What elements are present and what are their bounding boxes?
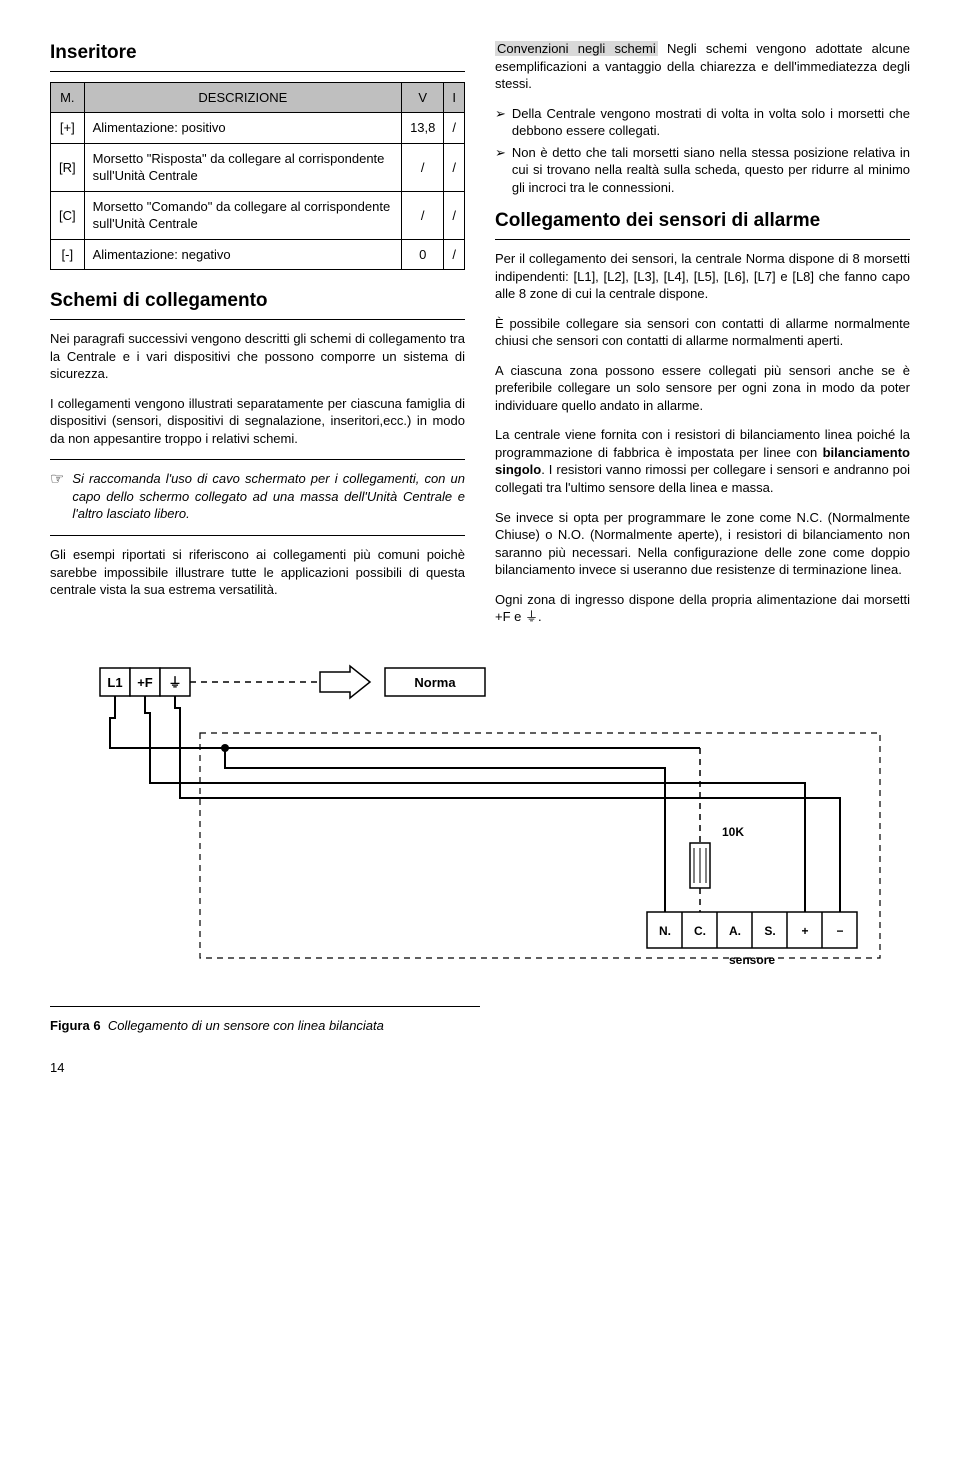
para: Ogni zona di ingresso dispone della prop… bbox=[495, 591, 910, 626]
th-desc: DESCRIZIONE bbox=[84, 82, 401, 113]
th-m: M. bbox=[51, 82, 85, 113]
table-row: [C] Morsetto "Comando" da collegare al c… bbox=[51, 191, 465, 239]
bullet-list: ➢ Della Centrale vengono mostrati di vol… bbox=[495, 105, 910, 197]
wire-l1 bbox=[110, 696, 225, 748]
bullet-item: ➢ Della Centrale vengono mostrati di vol… bbox=[495, 105, 910, 140]
inseritore-table: M. DESCRIZIONE V I [+] Alimentazione: po… bbox=[50, 82, 465, 271]
sensor-n: N. bbox=[659, 924, 671, 938]
sensor-minus: − bbox=[836, 924, 843, 938]
bullet-text: Non è detto che tali morsetti siano nell… bbox=[512, 144, 910, 197]
table-row: [R] Morsetto "Risposta" da collegare al … bbox=[51, 143, 465, 191]
terminal-l1: L1 bbox=[107, 675, 122, 690]
para: A ciascuna zona possono essere collegati… bbox=[495, 362, 910, 415]
cell: [R] bbox=[51, 143, 85, 191]
wire-gnd bbox=[175, 696, 840, 912]
para: I collegamenti vengono illustrati separa… bbox=[50, 395, 465, 448]
cell: Alimentazione: negativo bbox=[84, 239, 401, 270]
sensor-block: N. C. A. S. + − sensore bbox=[647, 912, 857, 967]
cell: [+] bbox=[51, 113, 85, 144]
convenzioni-label: Convenzioni negli schemi bbox=[495, 41, 658, 56]
cell: 0 bbox=[402, 239, 444, 270]
caption-rule bbox=[50, 1006, 480, 1007]
para: La centrale viene fornita con i resistor… bbox=[495, 426, 910, 496]
resistor-label: 10K bbox=[722, 825, 744, 839]
cell: [-] bbox=[51, 239, 85, 270]
para: Nei paragrafi successivi vengono descrit… bbox=[50, 330, 465, 383]
schemi-title: Schemi di collegamento bbox=[50, 288, 465, 320]
note-text: Si raccomanda l'uso di cavo schermato pe… bbox=[72, 470, 465, 523]
wiring-diagram: L1 +F ⏚ Norma 10K bbox=[50, 658, 910, 993]
cell: 13,8 bbox=[402, 113, 444, 144]
para-part: . I resistori vanno rimossi per collegar… bbox=[495, 462, 910, 495]
table-row: [-] Alimentazione: negativo 0 / bbox=[51, 239, 465, 270]
convenzioni-para: Convenzioni negli schemi Negli schemi ve… bbox=[495, 40, 910, 93]
cell: / bbox=[444, 113, 465, 144]
cell: / bbox=[402, 191, 444, 239]
para: È possibile collegare sia sensori con co… bbox=[495, 315, 910, 350]
triangle-icon: ➢ bbox=[495, 144, 506, 197]
collegamento-title: Collegamento dei sensori di allarme bbox=[495, 208, 910, 240]
sensor-s: S. bbox=[764, 924, 775, 938]
norma-label: Norma bbox=[414, 675, 456, 690]
cell: [C] bbox=[51, 191, 85, 239]
inseritore-title: Inseritore bbox=[50, 40, 465, 72]
th-i: I bbox=[444, 82, 465, 113]
para: Gli esempi riportati si riferiscono ai c… bbox=[50, 546, 465, 599]
hand-icon: ☞ bbox=[50, 470, 64, 523]
para: Per il collegamento dei sensori, la cent… bbox=[495, 250, 910, 303]
wiring-svg: L1 +F ⏚ Norma 10K bbox=[50, 658, 910, 988]
note: ☞ Si raccomanda l'uso di cavo schermato … bbox=[50, 470, 465, 523]
sensor-a: A. bbox=[729, 924, 741, 938]
sensor-c: C. bbox=[694, 924, 706, 938]
divider bbox=[50, 535, 465, 536]
terminal-block-top: L1 +F ⏚ bbox=[100, 668, 190, 696]
page-number: 14 bbox=[50, 1059, 910, 1077]
cell: Morsetto "Comando" da collegare al corri… bbox=[84, 191, 401, 239]
terminal-f: +F bbox=[137, 675, 153, 690]
bullet-item: ➢ Non è detto che tali morsetti siano ne… bbox=[495, 144, 910, 197]
cell: Alimentazione: positivo bbox=[84, 113, 401, 144]
sensor-plus: + bbox=[801, 924, 808, 938]
divider bbox=[50, 459, 465, 460]
th-v: V bbox=[402, 82, 444, 113]
cell: Morsetto "Risposta" da collegare al corr… bbox=[84, 143, 401, 191]
sensor-label: sensore bbox=[729, 953, 775, 967]
figure-caption: Figura 6 Collegamento di un sensore con … bbox=[50, 1017, 910, 1035]
table-row: [+] Alimentazione: positivo 13,8 / bbox=[51, 113, 465, 144]
para: Se invece si opta per programmare le zon… bbox=[495, 509, 910, 579]
cell: / bbox=[444, 239, 465, 270]
wire-to-n bbox=[225, 748, 665, 912]
terminal-gnd: ⏚ bbox=[168, 675, 181, 690]
resistor: 10K bbox=[690, 825, 744, 888]
cell: / bbox=[444, 191, 465, 239]
caption-text: Collegamento di un sensore con linea bil… bbox=[108, 1018, 384, 1033]
arrow-icon bbox=[320, 666, 370, 698]
triangle-icon: ➢ bbox=[495, 105, 506, 140]
bullet-text: Della Centrale vengono mostrati di volta… bbox=[512, 105, 910, 140]
caption-label: Figura 6 bbox=[50, 1018, 101, 1033]
cell: / bbox=[444, 143, 465, 191]
cell: / bbox=[402, 143, 444, 191]
